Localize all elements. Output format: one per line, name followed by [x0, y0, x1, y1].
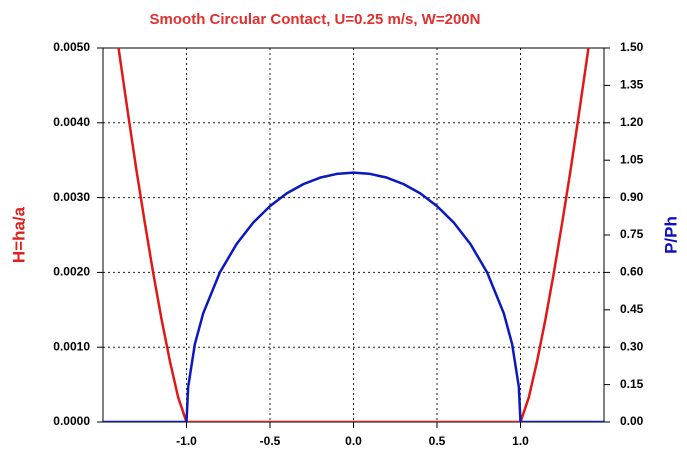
y2-axis-label: P/Ph	[661, 216, 680, 254]
y2-tick-label: 0.15	[620, 377, 644, 391]
y-tick-label: 0.0020	[53, 265, 90, 279]
y-axis-label: H=ha/a	[9, 206, 28, 263]
plot-lines	[103, 48, 604, 422]
x-tick-label: 1.0	[512, 434, 529, 448]
y2-tick-label: 0.75	[620, 227, 644, 241]
y-tick-label: 0.0030	[53, 190, 90, 204]
y2-tick-label: 0.30	[620, 339, 644, 353]
y2-tick-label: 1.50	[620, 40, 644, 54]
y2-tick-label: 0.90	[620, 190, 644, 204]
y-tick-label: 0.0000	[53, 414, 90, 428]
chart-title: Smooth Circular Contact, U=0.25 m/s, W=2…	[150, 11, 481, 28]
y-tick-label: 0.0010	[53, 339, 90, 353]
y2-tick-label: 1.20	[620, 115, 644, 129]
series-line	[103, 171, 604, 422]
x-tick-label: -0.5	[260, 434, 281, 448]
y2-tick-label: 0.00	[620, 414, 644, 428]
y2-tick-label: 1.05	[620, 152, 644, 166]
y2-tick-label: 0.45	[620, 302, 644, 316]
x-tick-label: 0.5	[429, 434, 446, 448]
x-tick-label: 0.0	[345, 434, 362, 448]
x-tick-label: -1.0	[176, 434, 197, 448]
y-tick-label: 0.0040	[53, 115, 90, 129]
y2-tick-label: 0.60	[620, 265, 644, 279]
y2-tick-label: 1.35	[620, 78, 644, 92]
y-tick-label: 0.0050	[53, 40, 90, 54]
series-line	[117, 48, 590, 422]
